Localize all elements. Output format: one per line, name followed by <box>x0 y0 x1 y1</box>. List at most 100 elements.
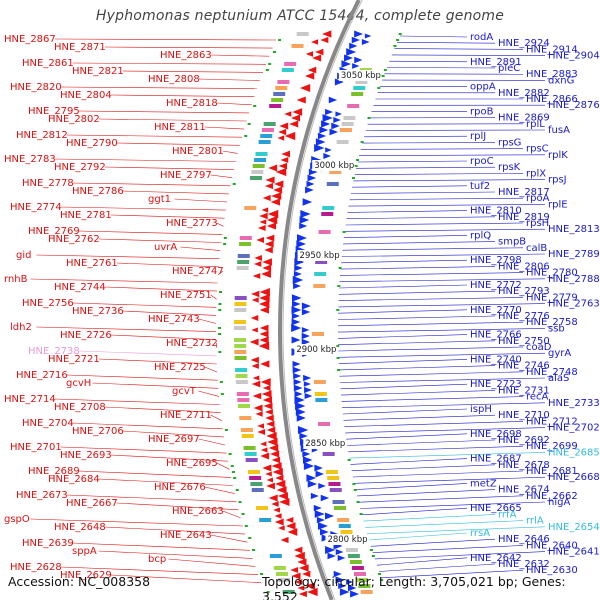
gene-category-block <box>259 518 272 522</box>
forward-gene-arrow <box>262 396 272 404</box>
gene-category-block <box>275 572 288 576</box>
trna-mark <box>380 579 384 581</box>
trna-mark <box>338 267 342 269</box>
gene-label: HNE_2685 <box>548 447 600 458</box>
reverse-gene-arrow <box>296 234 307 242</box>
reverse-gene-arrow <box>315 138 326 146</box>
leader-line <box>350 458 468 465</box>
trna-mark <box>360 141 364 143</box>
reverse-gene-arrow <box>301 308 311 316</box>
gene-label: gid <box>16 250 31 261</box>
gene-label: HNE_2871 <box>54 42 106 53</box>
gene-label: gspO <box>4 514 30 525</box>
forward-gene-arrow <box>265 471 272 477</box>
forward-gene-arrow <box>252 273 261 279</box>
gene-category-block <box>234 296 247 300</box>
forward-gene-arrow <box>256 237 264 243</box>
gene-category-block <box>322 452 335 456</box>
reverse-gene-arrow <box>325 546 336 554</box>
leader-line <box>339 371 524 377</box>
forward-gene-arrow <box>262 194 271 202</box>
reverse-gene-arrow <box>291 294 302 302</box>
gene-label: uvrA <box>154 242 177 253</box>
reverse-gene-arrow <box>319 126 329 134</box>
reverse-gene-arrow <box>335 111 342 117</box>
reverse-gene-arrow <box>314 143 325 153</box>
gene-label: HNE_2804 <box>60 90 112 101</box>
trna-mark <box>352 177 355 179</box>
reverse-gene-arrow <box>321 120 331 128</box>
gene-label: HNE_2813 <box>548 224 600 235</box>
forward-gene-arrow <box>253 261 262 267</box>
gene-category-block <box>234 308 247 312</box>
leader-line <box>360 148 524 150</box>
gene-category-block <box>349 560 362 564</box>
gene-category-block <box>340 530 353 534</box>
leader-line <box>344 421 524 427</box>
forward-gene-arrow <box>275 479 286 489</box>
gene-label: HNE_2770 <box>470 305 522 316</box>
accession-text: Accession: NC_008358 <box>8 574 151 589</box>
gene-label: HNE_2639 <box>22 538 74 549</box>
forward-gene-arrow <box>294 551 305 561</box>
trna-mark <box>353 489 357 491</box>
gene-label: HNE_2673 <box>16 490 68 501</box>
reverse-gene-arrow <box>292 275 304 285</box>
trna-mark <box>342 231 346 233</box>
forward-gene-arrow <box>258 341 270 351</box>
gene-label: rpsK <box>498 162 521 173</box>
forward-gene-arrow <box>265 408 273 416</box>
leader-line <box>210 54 270 57</box>
forward-gene-arrow <box>263 402 273 410</box>
reverse-gene-arrow <box>296 240 306 248</box>
leader-line <box>351 464 496 471</box>
forward-gene-arrow <box>274 513 282 519</box>
leader-line <box>338 334 468 339</box>
forward-gene-arrow <box>251 327 258 333</box>
leader-line <box>362 142 496 144</box>
gene-category-block <box>318 422 331 426</box>
forward-gene-arrow <box>312 54 322 62</box>
leader-line <box>60 566 259 575</box>
leader-line <box>72 182 231 187</box>
reverse-gene-arrow <box>314 464 323 472</box>
forward-gene-arrow <box>273 507 280 513</box>
forward-gene-arrow <box>252 375 260 381</box>
trna-mark <box>241 513 245 515</box>
trna-mark <box>336 357 340 359</box>
leader-line <box>381 569 524 579</box>
gene-label: HNE_2687 <box>470 454 522 465</box>
gene-category-block <box>351 92 364 96</box>
gene-category-block <box>351 566 364 570</box>
forward-gene-arrow <box>271 456 281 464</box>
leader-line <box>338 290 496 295</box>
leader-line <box>198 78 260 81</box>
leader-line <box>116 262 219 268</box>
gene-label: HNE_2743 <box>148 314 200 325</box>
forward-gene-arrow <box>291 114 301 122</box>
reverse-gene-arrow <box>296 414 306 422</box>
reverse-gene-arrow <box>333 570 342 578</box>
gene-category-block <box>237 254 250 258</box>
gene-category-block <box>337 518 350 522</box>
reverse-gene-arrow <box>292 300 301 308</box>
reverse-gene-arrow <box>293 282 302 290</box>
leader-line <box>116 502 239 511</box>
gene-label: rrsA <box>470 528 490 539</box>
forward-gene-arrow <box>266 420 275 428</box>
gene-label: rplX <box>526 168 546 179</box>
gene-category-block <box>336 140 349 144</box>
gene-category-block <box>338 524 351 528</box>
leader-line <box>343 414 496 421</box>
leader-line <box>359 154 546 156</box>
gene-label: HNE_2795 <box>28 106 80 117</box>
position-label-bg <box>294 344 337 355</box>
reverse-gene-arrow <box>303 374 312 382</box>
gene-label: HNE_2817 <box>498 187 550 198</box>
reverse-gene-arrow <box>310 492 319 500</box>
gene-label: HNE_2750 <box>498 336 550 347</box>
gene-label: HNE_2819 <box>498 212 550 223</box>
gene-label: HNE_2663 <box>172 506 224 517</box>
forward-gene-arrow <box>251 363 259 369</box>
